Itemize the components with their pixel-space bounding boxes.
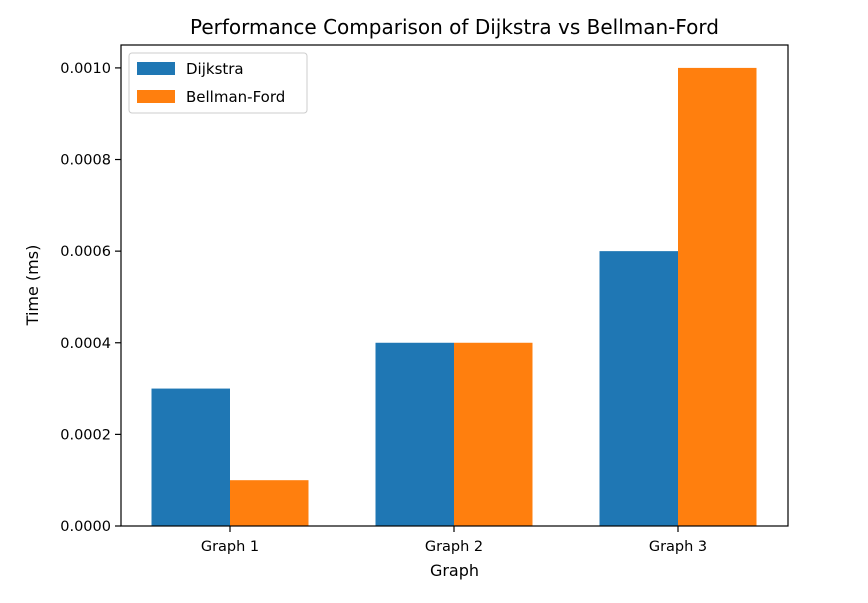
y-tick-label: 0.0004 <box>60 336 111 352</box>
plot-area <box>120 44 789 527</box>
y-axis-label: Time (ms) <box>23 245 42 327</box>
y-tick-label: 0.0002 <box>60 427 111 443</box>
bar-bellman-ford-3 <box>678 67 757 527</box>
y-tick-label: 0.0006 <box>60 244 111 260</box>
bar-dijkstra-1 <box>151 388 230 526</box>
legend-label-bellman-ford: Bellman-Ford <box>186 88 285 106</box>
chart-title: Performance Comparison of Dijkstra vs Be… <box>190 15 719 39</box>
bar-dijkstra-3 <box>599 251 678 526</box>
x-tick-label: Graph 1 <box>201 539 259 555</box>
y-tick-label: 0.0000 <box>60 519 111 535</box>
legend-label-dijkstra: Dijkstra <box>186 60 244 78</box>
bar-bellman-ford-2 <box>454 342 533 526</box>
x-tick-label: Graph 3 <box>649 539 707 555</box>
y-tick-label: 0.0010 <box>60 61 111 77</box>
x-axis-label: Graph <box>430 561 479 580</box>
legend: Dijkstra Bellman-Ford <box>128 52 308 114</box>
legend-swatch-bellman-ford <box>137 90 175 103</box>
x-tick-label: Graph 2 <box>425 539 483 555</box>
x-axis: Graph 1 Graph 2 Graph 3 <box>201 526 707 555</box>
bars-group <box>151 67 757 527</box>
y-axis: 0.0000 0.0002 0.0004 0.0006 0.0008 0.0010 <box>60 61 121 535</box>
legend-swatch-dijkstra <box>137 62 175 75</box>
bar-dijkstra-2 <box>375 342 454 526</box>
y-tick-label: 0.0008 <box>60 153 111 169</box>
bar-bellman-ford-1 <box>230 480 309 526</box>
